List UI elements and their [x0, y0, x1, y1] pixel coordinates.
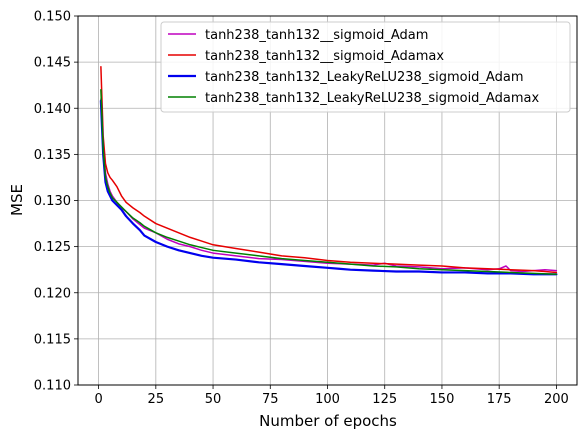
legend-label: tanh238_tanh132_LeakyReLU238_sigmoid_Ada…: [205, 91, 539, 106]
x-tick-labels: 0 25 50 75 100 125 150 175 200: [94, 392, 568, 407]
x-tick-label: 125: [372, 392, 397, 407]
x-tick-label: 200: [544, 392, 569, 407]
legend-label: tanh238_tanh132__sigmoid_Adam: [205, 28, 428, 43]
axis-ticks: [74, 15, 557, 389]
x-tick-label: 50: [205, 392, 222, 407]
x-tick-label: 0: [94, 392, 102, 407]
x-tick-label: 150: [430, 392, 455, 407]
x-axis-label: Number of epochs: [259, 412, 397, 430]
y-tick-label: 0.130: [34, 194, 71, 209]
legend-label: tanh238_tanh132_LeakyReLU238_sigmoid_Ada…: [205, 70, 523, 85]
x-tick-label: 25: [148, 392, 165, 407]
x-tick-label: 100: [315, 392, 340, 407]
series-line: [99, 99, 558, 276]
series-line: [100, 89, 558, 276]
legend-entries: tanh238_tanh132__sigmoid_Adam tanh238_tan…: [168, 28, 539, 106]
legend-box: [160, 21, 571, 113]
series-line: [100, 65, 558, 274]
x-tick-label: 75: [262, 392, 279, 407]
y-tick-label: 0.110: [34, 379, 71, 394]
y-axis-label: MSE: [8, 184, 26, 216]
x-tick-label: 175: [487, 392, 512, 407]
y-tick-label: 0.120: [34, 286, 71, 301]
y-tick-label: 0.125: [34, 240, 71, 255]
y-tick-label: 0.145: [34, 56, 71, 71]
series-lines: [99, 65, 558, 276]
legend-label: tanh238_tanh132__sigmoid_Adamax: [205, 49, 444, 64]
legend: tanh238_tanh132__sigmoid_Adam tanh238_tan…: [160, 21, 571, 113]
y-tick-label: 0.135: [34, 148, 71, 163]
y-tick-label: 0.140: [34, 102, 71, 117]
y-tick-labels: 0.110 0.115 0.120 0.125 0.130 0.135 0.140 0.145…: [34, 10, 71, 394]
y-tick-label: 0.115: [34, 332, 71, 347]
y-tick-label: 0.150: [34, 10, 71, 25]
